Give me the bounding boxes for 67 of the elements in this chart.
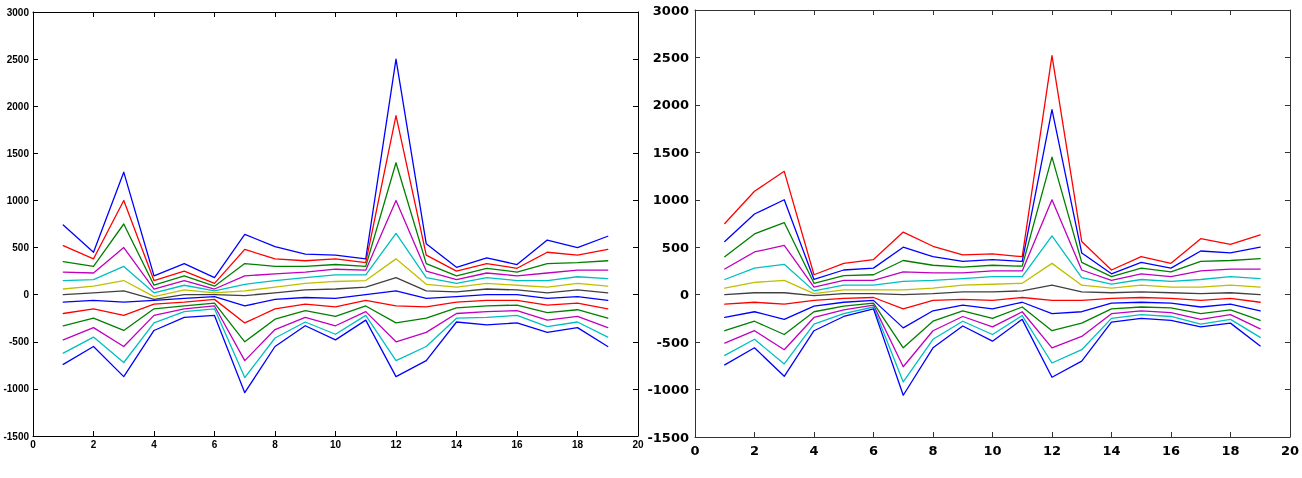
line-series [724,299,1261,329]
x-tick-label: 4 [809,443,819,458]
line-series [62,305,609,362]
y-tick-label: 1500 [6,147,30,159]
y-tick-label: 3000 [652,2,689,18]
line-series [62,277,609,301]
y-tick-label: -1000 [3,383,30,395]
x-tick-label: 6 [211,438,218,450]
y-tick-label: 2000 [652,97,689,113]
x-tick-label: 8 [928,443,938,458]
line-series [724,308,1261,396]
x-tick-label: 4 [151,438,158,450]
line-series [62,298,609,324]
line-series [62,308,609,379]
y-tick-label: 500 [12,242,30,254]
y-tick-label: 2000 [6,100,30,112]
y-tick-label: 500 [661,239,689,255]
line-series [62,58,609,279]
line-series [724,156,1261,284]
line-series [724,304,1261,368]
line-series [62,232,609,294]
line-series [724,199,1261,288]
x-tick-label: 20 [632,438,644,450]
y-tick-label: 1500 [652,144,689,160]
x-tick-label: 2 [749,443,760,458]
y-tick-label: -500 [656,334,689,350]
x-tick-label: 18 [1221,443,1240,458]
line-series [62,162,609,287]
line-series [62,258,609,298]
x-tick-label: 20 [1280,443,1299,458]
y-tick-label: 2500 [652,49,689,65]
line-series [724,54,1261,276]
y-tick-label: 0 [679,287,689,303]
line-series [62,114,609,285]
x-tick-label: 10 [983,443,1002,458]
y-tick-label: 1000 [6,194,30,206]
line-series [724,262,1261,295]
line-series [724,302,1261,349]
line-series [724,108,1261,281]
y-tick-label: -500 [8,336,30,348]
line-series [724,235,1261,292]
line-series [62,314,609,394]
x-tick-label: 12 [1042,443,1062,458]
x-tick-label: 6 [868,443,879,458]
x-tick-label: 16 [1161,443,1181,458]
y-tick-label: -1000 [647,382,689,398]
x-tick-label: 0 [690,443,700,458]
y-tick-label: -1500 [647,429,689,445]
x-tick-label: 14 [1102,443,1121,458]
line-series [62,199,609,290]
x-tick-label: 14 [450,438,463,450]
y-tick-label: 3000 [6,6,30,18]
line-series [62,302,609,343]
line-series [724,306,1261,383]
y-tick-label: 0 [23,289,30,301]
x-tick-label: 18 [571,438,584,450]
y-tick-label: 1000 [652,192,689,208]
x-tick-label: 12 [390,438,402,450]
x-tick-label: 8 [272,438,279,450]
x-tick-label: 10 [329,438,342,450]
y-tick-label: 2500 [6,53,30,65]
line-series [724,284,1261,297]
x-tick-label: 2 [90,438,97,450]
x-tick-label: 16 [511,438,523,450]
line-series [724,296,1261,310]
y-tick-label: -1500 [3,430,30,442]
line-series [62,290,609,307]
